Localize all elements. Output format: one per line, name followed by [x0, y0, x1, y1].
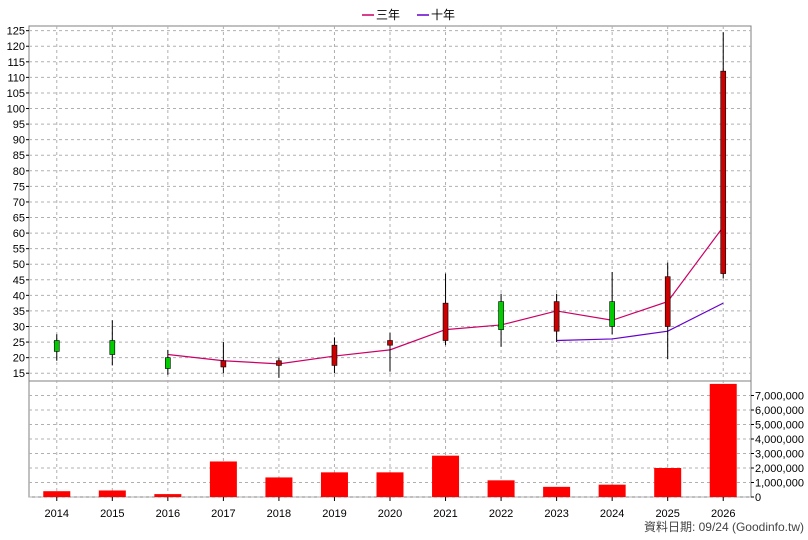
- price-tick-label: 55: [13, 244, 25, 256]
- candle-body: [109, 340, 116, 355]
- x-tick-label: 2025: [655, 508, 679, 520]
- candle-body: [664, 276, 671, 327]
- x-tick-label: 2018: [267, 508, 291, 520]
- volume-tick-label: 3,000,000: [755, 449, 804, 461]
- price-tick-label: 115: [7, 57, 25, 69]
- price-tick-label: 50: [13, 259, 25, 271]
- legend: 三年 十年: [362, 8, 455, 22]
- volume-tick-label: 2,000,000: [755, 463, 804, 475]
- series-line-2: [556, 302, 724, 342]
- volume-bar: [265, 477, 293, 497]
- x-axis: 2014 2015 2016 2017 2018 2019 2020 2021 2022 2023…: [45, 497, 735, 520]
- price-tick-label: 45: [13, 275, 25, 287]
- price-tick-label: 70: [13, 197, 25, 209]
- price-tick-label: 35: [13, 306, 25, 318]
- price-tick-label: 120: [7, 41, 25, 53]
- price-tick-label: 40: [13, 290, 25, 302]
- price-tick-label: 110: [7, 72, 25, 84]
- price-tick-label: 20: [13, 353, 25, 365]
- price-tick-label: 15: [13, 368, 25, 380]
- volume-bar: [432, 455, 460, 497]
- x-tick-label: 2026: [711, 508, 735, 520]
- candle-body: [609, 301, 615, 327]
- x-tick-label: 2022: [489, 508, 513, 520]
- footer-source: 資料日期: 09/24 (Goodinfo.tw): [644, 520, 804, 534]
- volume-tick-label: 1,000,000: [755, 478, 804, 490]
- volume-bar: [543, 486, 571, 497]
- legend-label-2: 十年: [431, 8, 455, 22]
- volume-tick-label: 7,000,000: [755, 391, 804, 403]
- price-tick-label: 30: [13, 322, 25, 334]
- price-axis: 15 20 25 30 35 40 45 50 55 60 65 70 75 80 85 90 95 100 105…: [7, 26, 29, 380]
- volume-axis: 0 1,000,000 2,000,000 3,000,000 4,000,000 5,0…: [751, 391, 804, 504]
- volume-tick-label: 0: [755, 492, 761, 504]
- x-tick-label: 2020: [378, 508, 402, 520]
- candle-body: [165, 357, 171, 369]
- candle-body: [720, 70, 727, 274]
- x-tick-label: 2024: [600, 508, 624, 520]
- volume-bar: [209, 461, 237, 497]
- x-tick-label: 2023: [544, 508, 568, 520]
- volume-bars: [43, 383, 737, 497]
- candle-body: [553, 301, 560, 332]
- volume-bar: [598, 484, 626, 497]
- volume-tick-label: 5,000,000: [755, 420, 804, 432]
- x-tick-label: 2015: [100, 508, 124, 520]
- candle-body: [498, 301, 504, 330]
- candle-body: [53, 340, 60, 352]
- candle-body: [331, 344, 338, 366]
- volume-bar: [487, 480, 515, 497]
- price-tick-label: 125: [7, 26, 25, 38]
- price-tick-label: 100: [7, 104, 25, 116]
- price-tick-label: 25: [13, 337, 25, 349]
- candle-body: [387, 340, 393, 346]
- x-tick-label: 2017: [211, 508, 235, 520]
- price-tick-label: 90: [13, 135, 25, 147]
- candle-body: [276, 360, 282, 366]
- price-tick-label: 65: [13, 213, 25, 225]
- price-tick-label: 85: [13, 150, 25, 162]
- x-tick-label: 2014: [45, 508, 69, 520]
- candle-body: [442, 302, 449, 341]
- x-tick-label: 2016: [156, 508, 180, 520]
- volume-bar: [376, 472, 404, 497]
- price-tick-label: 60: [13, 228, 25, 240]
- volume-bar: [43, 491, 71, 497]
- legend-label-1: 三年: [376, 8, 400, 22]
- x-tick-label: 2019: [322, 508, 346, 520]
- price-tick-label: 80: [13, 166, 25, 178]
- volume-tick-label: 4,000,000: [755, 434, 804, 446]
- x-tick-label: 2021: [433, 508, 457, 520]
- volume-bar: [654, 468, 682, 497]
- price-tick-label: 95: [13, 119, 25, 131]
- volume-tick-label: 6,000,000: [755, 405, 804, 417]
- volume-bar: [709, 383, 737, 497]
- volume-bar: [154, 494, 182, 497]
- price-tick-label: 75: [13, 181, 25, 193]
- grid: [29, 26, 751, 498]
- price-tick-label: 105: [7, 88, 25, 100]
- candlesticks: [53, 32, 727, 378]
- candle-body: [220, 360, 227, 368]
- volume-bar: [98, 490, 126, 497]
- volume-bar: [320, 472, 348, 497]
